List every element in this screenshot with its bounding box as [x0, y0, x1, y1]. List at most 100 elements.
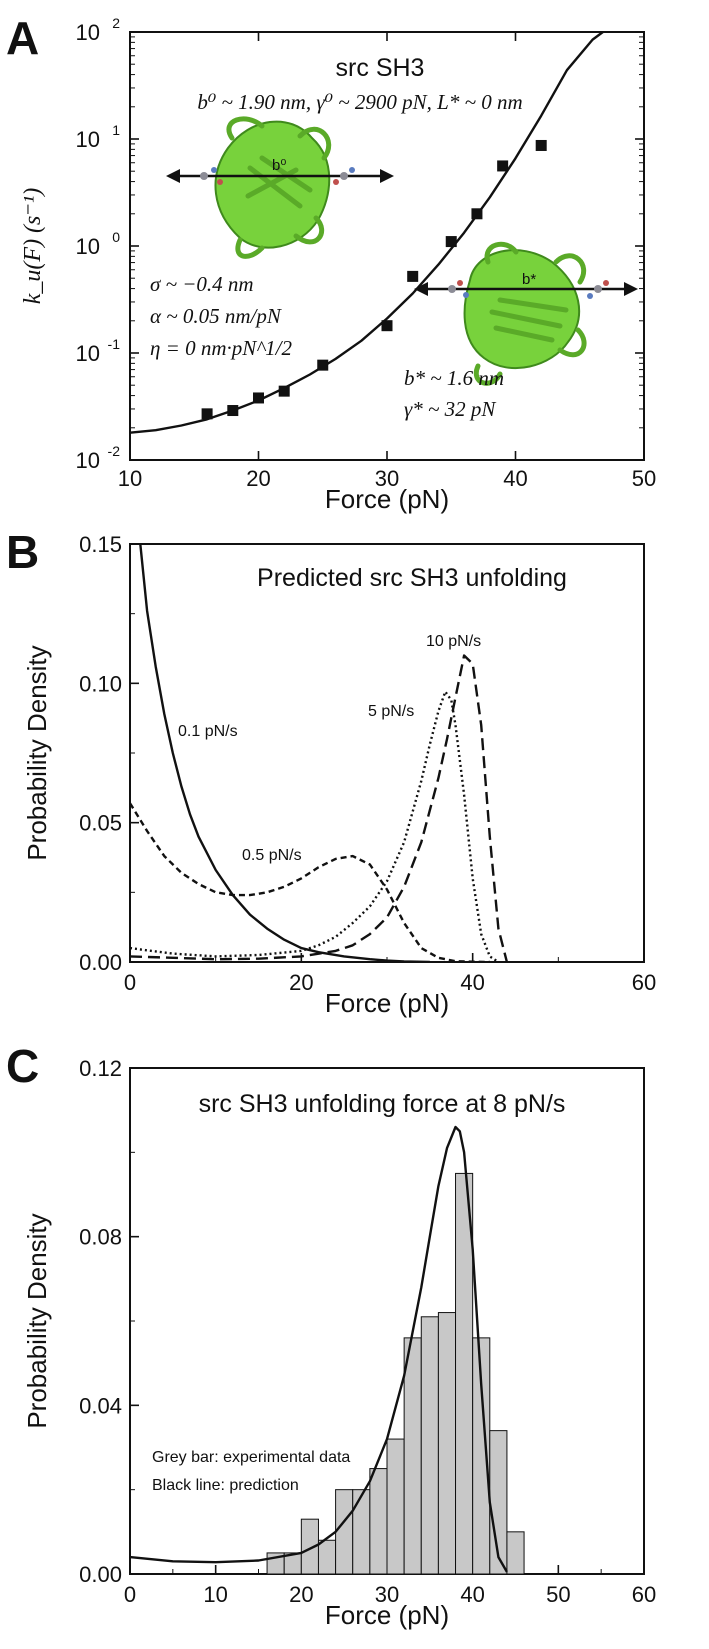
panel-a-data-points: [201, 139, 547, 420]
panel-b-frame: [129, 543, 645, 963]
data-point-square: [471, 208, 483, 220]
histogram-bar: [506, 1531, 525, 1575]
data-point-square: [445, 236, 457, 248]
x-tick-label: 40: [460, 1582, 484, 1607]
y-tick-label-base: 10: [76, 341, 100, 366]
annotation-bstar: b* ~ 1.6 nm: [404, 366, 504, 390]
atom-grey: [448, 285, 456, 293]
panel-b-label: B: [6, 526, 39, 578]
prediction-curve-line: [129, 1125, 508, 1573]
x-tick-label: 40: [460, 970, 484, 995]
protein-strands-2: [473, 241, 587, 386]
x-tick-label: 10: [118, 466, 142, 491]
panel-b-series: [130, 544, 509, 962]
atom-grey: [594, 285, 602, 293]
histogram-bar: [386, 1438, 405, 1575]
x-tick-label: 50: [632, 466, 656, 491]
y-tick-label-exponent: 0: [112, 229, 120, 245]
histogram-bar: [420, 1316, 439, 1575]
panel-b-xlabel: Force (pN): [325, 988, 449, 1018]
x-tick-label: 40: [503, 466, 527, 491]
atom-red: [603, 280, 609, 286]
y-tick-label-exponent: -2: [108, 443, 121, 459]
y-tick-label: 0.00: [79, 1562, 122, 1587]
panel-a-parameters: b⁰ ~ 1.90 nm, γ⁰ ~ 2900 pN, L* ~ 0 nm: [197, 90, 522, 114]
atom-red: [333, 179, 339, 185]
b0-arrow-left-head: [166, 169, 180, 183]
x-tick-label: 20: [289, 970, 313, 995]
histogram-bar: [403, 1337, 422, 1575]
label-0.1-pNs: 0.1 pN/s: [178, 723, 238, 740]
protein-structure-bstar: b*: [414, 241, 638, 386]
data-point-square: [227, 405, 239, 417]
panel-a-label: A: [6, 12, 39, 64]
protein-structure-b0: b⁰: [166, 116, 394, 259]
atom-grey: [200, 172, 208, 180]
y-tick-label: 0.08: [79, 1225, 122, 1250]
panel-b-ticks: 0 20 40 60 0.00 0.05 0.10 0.15: [79, 532, 656, 995]
x-tick-label: 0: [124, 970, 136, 995]
data-point-square: [381, 320, 393, 332]
y-tick-label: 0.05: [79, 811, 122, 836]
y-tick-label: 0.15: [79, 532, 122, 557]
y-tick-label: 0.12: [79, 1056, 122, 1081]
panel-c-title: src SH3 unfolding force at 8 pN/s: [199, 1090, 566, 1118]
panel-b: B 0 20 40 60 0.00 0.05 0.10 0.15 Predicted src …: [6, 526, 656, 1018]
series-line-solid: [139, 544, 430, 962]
panel-a-ylabel: k_u(F) (s⁻¹): [20, 188, 46, 304]
atom-blue: [587, 293, 593, 299]
label-5-pNs: 5 pN/s: [368, 703, 414, 720]
series-line-dotted: [130, 690, 500, 962]
data-point-square: [497, 160, 509, 172]
panel-b-ylabel: Probability Density: [22, 645, 52, 860]
panel-c-label: C: [6, 1040, 39, 1092]
x-tick-label: 20: [246, 466, 270, 491]
label-0.5-pNs: 0.5 pN/s: [242, 847, 302, 864]
data-point-square: [317, 359, 329, 371]
panel-a: A 10 20 30 40 50 10 -2 10 -1 10 0 10 1 10 2 src SH3 b⁰…: [6, 12, 656, 514]
panel-a-ticks: 10 20 30 40 50 10 -2 10 -1 10 0 10 1 10 2: [76, 15, 657, 491]
bstar-label: b*: [522, 271, 536, 288]
data-point-square: [278, 385, 290, 397]
panel-c: C 0 10 20 30 40 50 60 0.00 0.04 0.08 0.12 src SH3 …: [6, 1040, 656, 1630]
panel-c-histogram: [266, 1172, 525, 1575]
protein-strands-1: [226, 116, 332, 259]
legend-grey-bar: Grey bar: experimental data: [152, 1449, 350, 1466]
x-tick-label: 30: [375, 466, 399, 491]
histogram-bar: [335, 1489, 354, 1575]
atom-blue: [349, 167, 355, 173]
histogram-bar: [352, 1489, 371, 1575]
x-tick-label: 20: [289, 1582, 313, 1607]
y-tick-label-base: 10: [76, 448, 100, 473]
data-point-square: [535, 139, 547, 151]
b0-arrow-right-head: [380, 169, 394, 183]
annotation-gammastar: γ* ~ 32 pN: [404, 397, 496, 421]
atom-blue: [211, 167, 217, 173]
y-tick-label: 0.04: [79, 1393, 122, 1418]
x-tick-label: 60: [632, 970, 656, 995]
series-line-long-dash: [130, 654, 509, 962]
panel-c-prediction-curve: [129, 1125, 508, 1573]
series-line-short-dash: [130, 802, 490, 962]
y-tick-label: 0.00: [79, 950, 122, 975]
bstar-arrow-left-head: [414, 282, 428, 296]
y-tick-label-base: 10: [76, 127, 100, 152]
panel-a-title: src SH3: [336, 54, 425, 82]
bstar-arrow-right-head: [624, 282, 638, 296]
panel-a-xlabel: Force (pN): [325, 484, 449, 514]
annotation-sigma: σ ~ −0.4 nm: [150, 272, 254, 296]
x-tick-label: 50: [546, 1582, 570, 1607]
atom-grey: [340, 172, 348, 180]
label-10-pNs: 10 pN/s: [426, 633, 481, 650]
histogram-bar: [317, 1539, 337, 1575]
x-tick-label: 60: [632, 1582, 656, 1607]
y-tick-label: 0.10: [79, 671, 122, 696]
x-tick-label: 10: [203, 1582, 227, 1607]
annotation-eta: η = 0 nm·pN^1/2: [150, 336, 292, 360]
annotation-alpha: α ~ 0.05 nm/pN: [150, 304, 282, 328]
histogram-bar: [369, 1468, 388, 1575]
x-tick-label: 0: [124, 1582, 136, 1607]
data-point-square: [407, 270, 419, 282]
y-tick-label-exponent: 2: [112, 15, 120, 31]
